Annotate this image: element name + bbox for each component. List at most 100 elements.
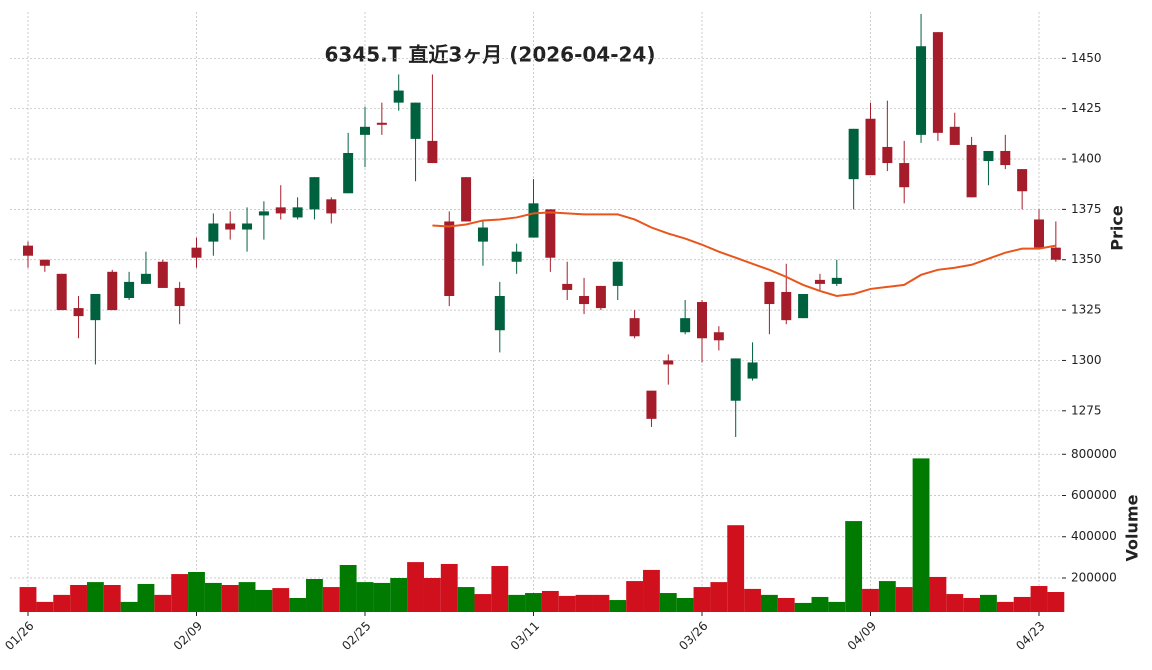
- candle-body: [511, 251, 522, 262]
- volume-bar: [255, 589, 273, 612]
- candle-body: [966, 144, 977, 198]
- volume-bar: [845, 521, 863, 612]
- candle-body: [814, 279, 825, 284]
- volume-bar: [423, 577, 441, 612]
- x-tick-label: 01/26: [2, 619, 36, 653]
- volume-bar: [154, 594, 172, 612]
- candle-body: [343, 152, 354, 194]
- volume-bar: [1030, 586, 1048, 612]
- candle-body: [309, 177, 320, 210]
- y-tick-label: 1400: [1071, 152, 1102, 166]
- candle-body: [376, 122, 387, 125]
- candle-body: [242, 223, 253, 230]
- x-tick-label: 03/11: [508, 619, 542, 653]
- volume-bar: [322, 587, 340, 612]
- candle-body: [730, 358, 741, 401]
- candle-body: [477, 227, 488, 242]
- volume-bar: [744, 588, 761, 612]
- candle-body: [39, 259, 50, 266]
- candle-body: [747, 362, 758, 379]
- volume-bar: [727, 525, 745, 612]
- candle-body: [1017, 169, 1028, 192]
- y-tick-label: 1425: [1071, 101, 1102, 115]
- candle-body: [73, 308, 84, 317]
- candle-body: [899, 163, 910, 188]
- y-tick-label: 400000: [1071, 529, 1117, 543]
- volume-bar: [1013, 596, 1031, 612]
- x-tick-label: 02/25: [339, 619, 373, 653]
- candle-body: [882, 146, 893, 164]
- candle-body: [326, 199, 337, 214]
- candle-body: [107, 271, 118, 311]
- candle-body: [595, 285, 606, 309]
- y-tick-label: 800000: [1071, 447, 1117, 461]
- x-tick-label: 02/09: [171, 619, 205, 653]
- candle-body: [90, 293, 101, 321]
- chart-title: 6345.T 直近3ヶ月 (2026-04-24): [325, 43, 656, 67]
- volume-bar: [70, 584, 87, 612]
- volume-bar: [811, 596, 829, 612]
- volume-bar: [188, 572, 205, 612]
- volume-bar: [626, 581, 644, 612]
- y-tick-label: 1275: [1071, 403, 1102, 417]
- volume-bar: [457, 587, 475, 612]
- candle-body: [444, 221, 455, 296]
- y-tick-label: 600000: [1071, 488, 1117, 502]
- volume-bar: [895, 587, 913, 612]
- volume-bar: [676, 597, 694, 612]
- moving-average-line: [432, 211, 1057, 298]
- candle-body: [663, 360, 674, 365]
- volume-bar: [289, 597, 307, 612]
- volume-bar: [491, 566, 509, 612]
- candle-body: [545, 209, 556, 258]
- volume-bar: [373, 582, 391, 612]
- volume-bar: [120, 601, 138, 612]
- candle-body: [612, 261, 623, 286]
- candle-body: [1050, 247, 1061, 260]
- candle-body: [56, 273, 67, 311]
- volume-bar: [980, 594, 997, 612]
- candle-body: [798, 293, 809, 319]
- volume-bar: [659, 593, 677, 612]
- volume-bar: [339, 564, 357, 612]
- volume-bar: [558, 595, 576, 612]
- volume-bar: [238, 582, 256, 612]
- volume-bar: [272, 588, 290, 612]
- candle-body: [713, 332, 724, 341]
- volume-bar: [356, 582, 374, 612]
- volume-bar: [53, 594, 71, 612]
- volume-bar: [474, 594, 492, 612]
- volume-bar: [693, 587, 711, 612]
- candle-body: [208, 223, 219, 242]
- candle-body: [275, 207, 286, 214]
- volume-bar: [541, 590, 559, 612]
- volume-axis-label: Volume: [1123, 494, 1142, 561]
- candle-body: [292, 207, 303, 218]
- volume-bar: [525, 593, 542, 612]
- candle-body: [764, 281, 775, 305]
- candle-body: [562, 283, 573, 290]
- volume-bar: [204, 582, 222, 612]
- candle-body: [831, 277, 842, 284]
- volume-bar: [508, 594, 526, 612]
- candle-body: [781, 291, 792, 321]
- volume-bar: [592, 594, 610, 612]
- volume-bar: [912, 458, 930, 612]
- candle-body: [1000, 150, 1011, 166]
- candle-body: [258, 211, 269, 216]
- price-axis-label: Price: [1108, 205, 1127, 251]
- candle-body: [140, 273, 151, 284]
- volume-bar: [221, 584, 239, 612]
- volume-bar: [828, 601, 846, 612]
- volume-bar: [103, 584, 121, 612]
- y-tick-label: 200000: [1071, 570, 1117, 584]
- candle-body: [983, 150, 994, 162]
- candle-body: [174, 287, 185, 307]
- candle-body: [1034, 219, 1044, 248]
- candle-body: [646, 390, 657, 419]
- candle-body: [697, 302, 707, 339]
- volume-bar: [878, 581, 896, 612]
- volume-bar: [643, 569, 660, 612]
- volume-bar: [794, 602, 812, 612]
- x-tick-label: 04/23: [1013, 619, 1047, 653]
